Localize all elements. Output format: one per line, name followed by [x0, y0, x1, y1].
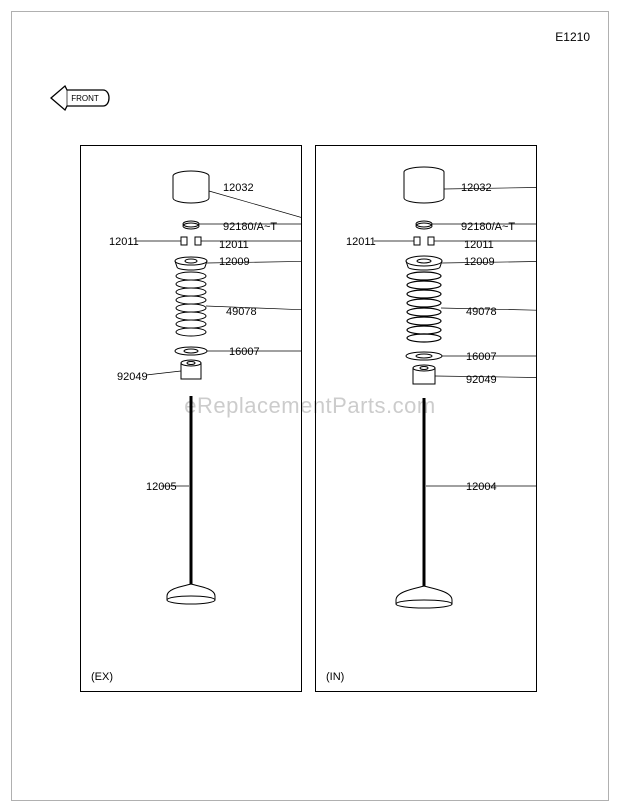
callout-in-16007: 16007: [466, 351, 497, 363]
diagram-code: E1210: [555, 30, 590, 44]
callout-ex-92180: 92180/A~T: [223, 221, 277, 233]
callout-ex-12032: 12032: [223, 182, 254, 194]
callout-ex-12009: 12009: [219, 256, 250, 268]
callout-ex-12005: 12005: [146, 481, 177, 493]
panel-in-label: (IN): [326, 671, 344, 683]
callout-ex-12011-right: 12011: [219, 239, 249, 251]
callout-in-12011-left: 12011: [346, 236, 376, 248]
page: E1210 FRONT eReplacementParts.com: [0, 0, 620, 812]
callout-ex-49078: 49078: [226, 306, 257, 318]
callout-in-12009: 12009: [464, 256, 495, 268]
callout-in-12011-right: 12011: [464, 239, 494, 251]
callout-in-92049: 92049: [466, 374, 497, 386]
callout-in-92180: 92180/A~T: [461, 221, 515, 233]
panel-ex: 12032 92180/A~T 12011 12011 12009 49078 …: [80, 145, 302, 692]
callout-in-12032: 12032: [461, 182, 492, 194]
callout-in-49078: 49078: [466, 306, 497, 318]
front-label-text: FRONT: [71, 94, 99, 103]
callout-ex-16007: 16007: [229, 346, 260, 358]
callout-in-12004: 12004: [466, 481, 497, 493]
front-arrow-icon: FRONT: [45, 80, 115, 120]
callout-ex-12011-left: 12011: [109, 236, 139, 248]
callout-ex-92049: 92049: [117, 371, 148, 383]
panel-in: 12032 92180/A~T 12011 12011 12009 49078 …: [315, 145, 537, 692]
panel-ex-label: (EX): [91, 671, 113, 683]
front-badge: FRONT: [45, 80, 115, 125]
